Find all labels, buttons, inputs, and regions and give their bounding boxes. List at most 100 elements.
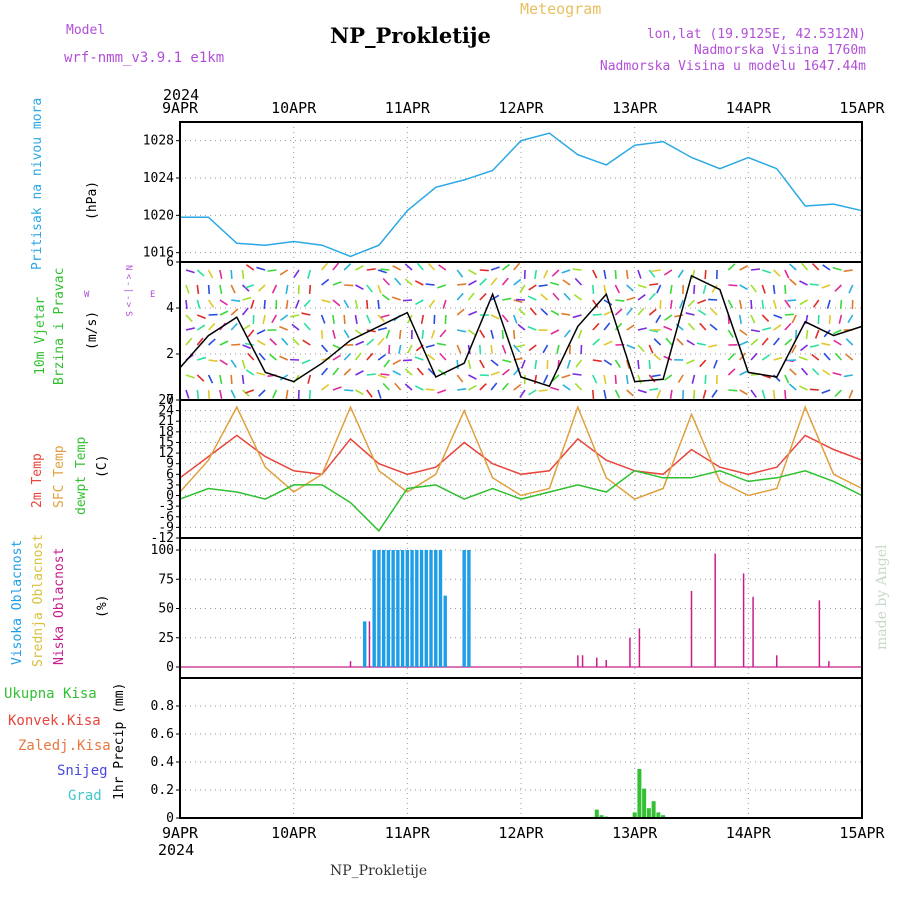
wind-arrow (664, 270, 672, 275)
wind-arrow (516, 345, 525, 347)
wind-arrow (322, 315, 325, 323)
wind-arrow (762, 338, 768, 345)
cloud-bar (415, 550, 418, 667)
wind-arrow (823, 370, 830, 375)
wind-arrow (751, 300, 752, 309)
temp-ytick-label: 27 (158, 393, 174, 408)
wind-arrow (543, 345, 547, 353)
wind-arrow (575, 278, 581, 285)
wind-arrow (740, 330, 747, 335)
cloud-bar (606, 660, 608, 667)
wind-unit: (m/s) (85, 311, 100, 350)
wind-arrow (231, 323, 237, 330)
precip-bar (595, 810, 599, 818)
wind-arrow (700, 360, 706, 367)
cloud-ytick-label: 75 (158, 572, 174, 587)
wind-arrow (491, 383, 497, 390)
wind-arrow (333, 263, 339, 270)
wind-arrow (519, 309, 525, 315)
wind-arrow (705, 270, 706, 279)
wind-arrow (480, 330, 485, 338)
top-tick-label: 12APR (498, 99, 544, 117)
cloud-label-3: Niska Oblacnost (52, 548, 67, 665)
wind-arrow (740, 371, 748, 375)
wind-arrow (828, 300, 831, 309)
wind-arrow (520, 390, 525, 397)
wind-arrow (835, 285, 841, 291)
wind-arrow (656, 315, 661, 323)
wind-arrow (627, 285, 634, 291)
pressure-ytick-label: 1024 (143, 171, 174, 186)
wind-arrow (514, 385, 521, 390)
wind-arrow (813, 264, 819, 270)
wind-arrow (367, 269, 376, 270)
wind-arrow (728, 330, 733, 338)
pressure-ytick-label: 1020 (143, 208, 174, 223)
wind-arrow (627, 325, 635, 330)
wind-arrow (356, 300, 358, 309)
wind-arrow (550, 283, 559, 285)
pressure-unit: (hPa) (85, 181, 100, 220)
wind-arrow (686, 313, 695, 315)
bottom-tick-label: 11APR (385, 824, 431, 842)
wind-arrow (740, 315, 742, 324)
wind-arrow (649, 284, 658, 285)
wind-arrow (257, 330, 265, 334)
wind-arrow (279, 327, 287, 330)
meteogram-label: Meteogram (520, 0, 601, 18)
compass-east: E (150, 290, 155, 300)
wind-arrow (270, 339, 276, 345)
top-tick-label: 14APR (726, 99, 772, 117)
wind-arrow (528, 327, 536, 330)
wind-arrow (469, 330, 476, 335)
wind-arrow (649, 345, 652, 353)
wind-arrow (678, 375, 683, 383)
cloud-bar (350, 661, 352, 667)
wind-arrow (728, 300, 732, 308)
wind-arrow (604, 360, 611, 365)
wind-arrow (638, 345, 644, 352)
wind-arrow (593, 375, 597, 383)
wind-arrow (432, 330, 435, 338)
wind-arrow (502, 369, 509, 375)
wind-arrow (823, 265, 830, 270)
wind-arrow (302, 313, 311, 315)
wind-arrow (762, 315, 768, 321)
wind-arrow (378, 355, 385, 360)
wind-arrow (395, 278, 401, 285)
wind-arrow (286, 285, 287, 294)
wind-arrow (604, 323, 610, 330)
wind-arrow (677, 339, 683, 345)
precip-bar (652, 801, 656, 818)
wind-arrow (245, 285, 254, 288)
wind-arrow (356, 353, 362, 360)
wind-arrow (652, 375, 661, 376)
wind-arrow (491, 360, 498, 366)
wind-arrow (428, 263, 434, 270)
wind-arrow (522, 360, 525, 368)
wind-arrow (762, 355, 769, 360)
wind-arrow (528, 296, 536, 300)
wind-arrow (209, 323, 215, 330)
wind-arrow (383, 383, 389, 390)
wind-arrow (550, 387, 559, 390)
wind-arrow (751, 315, 755, 323)
compass-legend: W E N < - | - > S (84, 265, 155, 316)
cloud-bar (639, 628, 641, 667)
wind-arrow (231, 300, 240, 301)
cloud-bar (691, 591, 693, 667)
wind-arrow (751, 285, 756, 292)
wind-arrow (422, 330, 423, 339)
wind-arrow (231, 344, 240, 345)
wind-arrow (400, 330, 401, 339)
wind-arrow (344, 315, 345, 324)
precip-panel: 00.20.40.60.8 (151, 678, 862, 826)
cloud-bar (410, 550, 413, 667)
precip-axis-label: 1hr Precip (mm) (112, 683, 127, 800)
cloud-bar (596, 658, 598, 667)
wind-arrow (243, 360, 246, 369)
wind-arrow (480, 360, 484, 368)
cloud-bar (577, 655, 579, 667)
cloud-bar (387, 550, 390, 667)
